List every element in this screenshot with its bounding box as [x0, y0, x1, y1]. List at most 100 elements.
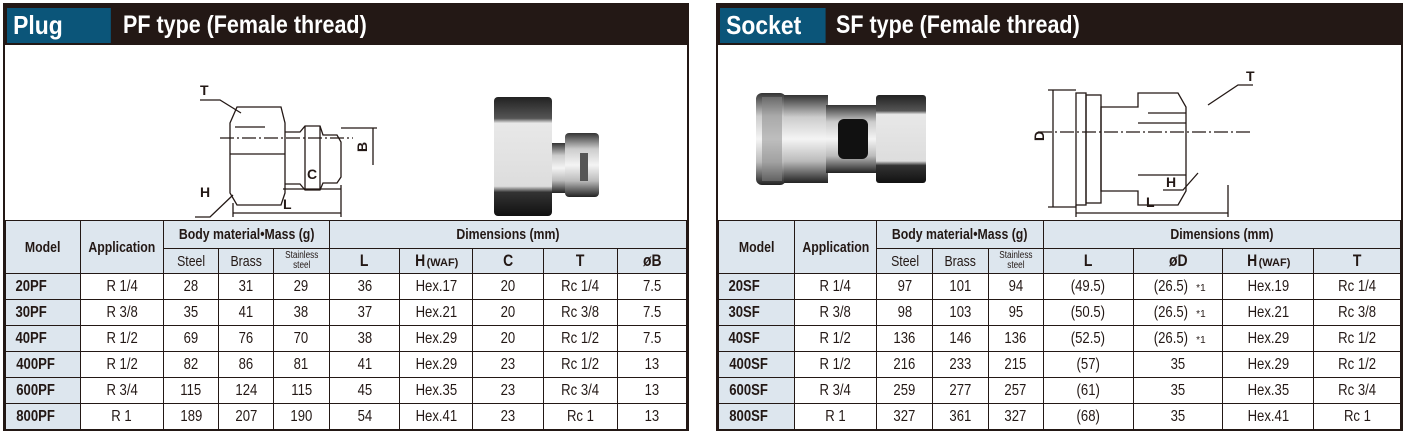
table-cell: (26.5) *1 — [1132, 325, 1224, 352]
table-cell: (52.5) — [1042, 325, 1134, 352]
plug-label-B: B — [354, 142, 370, 152]
table-cell: 23 — [472, 351, 544, 378]
table-cell: 54 — [329, 403, 401, 430]
table-cell: Rc 1/2 — [542, 351, 619, 378]
table-row: 40PF R 1/2 69 76 70 38 Hex.29 20 Rc 1/2 7.5 — [4, 325, 687, 352]
plug-photo — [494, 97, 599, 216]
table-cell: 23 — [472, 403, 544, 430]
table-cell: Hex.29 — [1222, 325, 1315, 352]
table-cell: 81 — [272, 351, 331, 378]
header-dim-4: øB — [617, 248, 687, 274]
table-cell: Rc 3/8 — [1313, 299, 1401, 326]
table-cell: Hex.41 — [399, 403, 474, 430]
table-cell: Rc 1/4 — [542, 273, 619, 300]
plug-spec-table: Model Application Body material•Mass (g)… — [4, 220, 687, 430]
table-cell: (57) — [1042, 351, 1134, 378]
model-cell: 800PF — [4, 403, 82, 430]
table-cell: 13 — [617, 377, 687, 404]
socket-label-H: H — [1166, 174, 1176, 190]
table-cell: (26.5) *1 — [1132, 273, 1224, 300]
table-cell: 7.5 — [617, 325, 687, 352]
table-cell: R 1/2 — [793, 325, 878, 352]
table-row: 800SF R 1 327 361 327 (68) 35 Hex.41 Rc 1 — [718, 403, 1401, 430]
table-cell: Rc 3/4 — [542, 377, 619, 404]
table-row: 600PF R 3/4 115 124 115 45 Hex.35 23 Rc 3/4 13 — [4, 377, 687, 404]
table-cell: 13 — [617, 403, 687, 430]
model-cell: 40SF — [718, 325, 795, 352]
header-dim-3: T — [542, 248, 619, 274]
model-cell: 600PF — [4, 377, 82, 404]
table-row: 600SF R 3/4 259 277 257 (61) 35 Hex.35 Rc 3/4 — [718, 377, 1401, 404]
table-cell: 94 — [987, 273, 1044, 300]
table-cell: 36 — [329, 273, 401, 300]
model-cell: 800SF — [718, 403, 795, 430]
table-cell: 136 — [876, 325, 934, 352]
model-cell: 20SF — [718, 273, 795, 300]
table-cell: 20 — [472, 325, 544, 352]
header-dim-2: C — [472, 248, 544, 274]
table-cell: Hex.19 — [1222, 273, 1315, 300]
table-row: 800PF R 1 189 207 190 54 Hex.41 23 Rc 1 13 — [4, 403, 687, 430]
table-cell: R 1 — [80, 403, 164, 430]
table-cell: Rc 1/2 — [542, 325, 619, 352]
table-cell: 35 — [1132, 377, 1224, 404]
table-cell: 95 — [987, 299, 1044, 326]
header-model: Model — [4, 220, 82, 274]
table-cell: 82 — [162, 351, 220, 378]
socket-title: SF type (Female thread) — [836, 11, 1080, 39]
table-cell: R 3/4 — [80, 377, 164, 404]
table-row: 30PF R 3/8 35 41 38 37 Hex.21 20 Rc 3/8 7.5 — [4, 299, 687, 326]
table-cell: 361 — [932, 403, 989, 430]
header-material-2: Stainless steel — [987, 248, 1044, 274]
header-dim-1: øD — [1132, 248, 1224, 274]
header-material-0: Steel — [162, 248, 220, 274]
table-cell: Rc 3/4 — [1313, 377, 1401, 404]
table-cell: Hex.41 — [1222, 403, 1315, 430]
header-application: Application — [80, 220, 164, 274]
table-cell: 35 — [1132, 351, 1224, 378]
table-cell: R 1/2 — [80, 351, 164, 378]
table-cell: 29 — [272, 273, 331, 300]
table-cell: (50.5) — [1042, 299, 1134, 326]
plug-dimension-drawing: T H C L B — [195, 82, 599, 218]
table-cell: (68) — [1042, 403, 1134, 430]
socket-dimension-drawing: T D H L — [756, 68, 1255, 217]
table-cell: (26.5) *1 — [1132, 299, 1224, 326]
model-cell: 30PF — [4, 299, 82, 326]
table-cell: 136 — [987, 325, 1044, 352]
footnote-mark: *1 — [1196, 334, 1206, 346]
table-cell: 101 — [932, 273, 989, 300]
socket-spec-table: Model Application Body material•Mass (g)… — [718, 220, 1402, 430]
table-cell: 28 — [162, 273, 220, 300]
table-cell: 86 — [218, 351, 274, 378]
header-body-material-mass: Body material•Mass (g) — [162, 220, 331, 249]
table-row: 20PF R 1/4 28 31 29 36 Hex.17 20 Rc 1/4 7.5 — [4, 273, 687, 300]
socket-tag: Socket — [720, 8, 826, 43]
table-cell: 38 — [272, 299, 331, 326]
table-cell: 233 — [932, 351, 989, 378]
plug-title-bar: Plug PF type (Female thread) — [5, 5, 687, 45]
table-cell: 189 — [162, 403, 220, 430]
header-application: Application — [793, 220, 878, 274]
header-body-material-mass: Body material•Mass (g) — [876, 220, 1044, 249]
table-cell: Hex.29 — [1222, 351, 1315, 378]
table-cell: R 1/4 — [793, 273, 878, 300]
table-cell: 41 — [218, 299, 274, 326]
footnote-mark: *1 — [1196, 282, 1206, 294]
table-cell: Hex.35 — [1222, 377, 1315, 404]
table-cell: Rc 1/2 — [1313, 325, 1401, 352]
model-cell: 400SF — [718, 351, 795, 378]
table-cell: 277 — [932, 377, 989, 404]
header-dim-0: L — [1042, 248, 1134, 274]
table-cell: Hex.29 — [399, 351, 474, 378]
table-cell: (61) — [1042, 377, 1134, 404]
table-cell: Hex.21 — [399, 299, 474, 326]
plug-label-T: T — [200, 82, 209, 98]
footnote-mark: *1 — [1196, 308, 1206, 320]
table-cell: 35 — [162, 299, 220, 326]
header-material-1: Brass — [218, 248, 274, 274]
table-cell: 257 — [987, 377, 1044, 404]
table-cell: 76 — [218, 325, 274, 352]
plug-panel: Plug PF type (Female thread) T H C — [3, 3, 689, 431]
table-cell: R 1/4 — [80, 273, 164, 300]
